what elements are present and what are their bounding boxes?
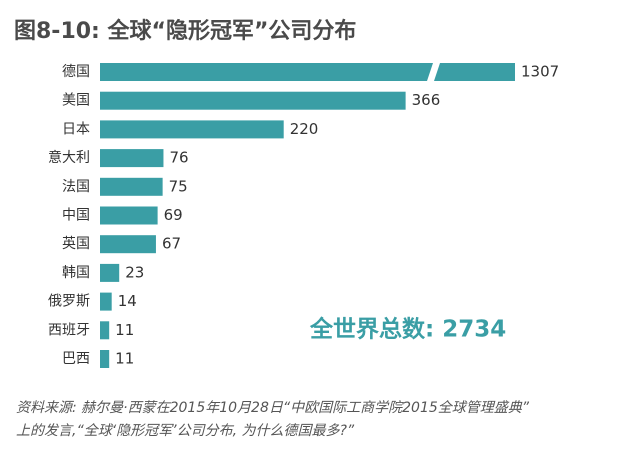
value-label: 67: [162, 235, 181, 253]
category-label: 德国: [62, 64, 90, 80]
bar: [100, 91, 406, 110]
category-label: 意大利: [48, 149, 90, 166]
value-label: 23: [125, 263, 144, 281]
category-label: 中国: [62, 208, 90, 224]
bar: [100, 321, 110, 340]
category-label: 美国: [62, 93, 90, 109]
source-line: 上的发言,“全球‘隐形冠军’公司分布, 为什么德国最多?”: [16, 423, 355, 439]
category-label: 韩国: [62, 265, 90, 281]
bar: [100, 149, 164, 168]
chart-title: 图8-10: 全球“隐形冠军”公司分布: [14, 18, 356, 44]
broken-bar: [100, 63, 515, 81]
value-label: 220: [290, 120, 319, 138]
bar: [100, 235, 156, 254]
value-label: 14: [118, 292, 137, 310]
source-line: 资料来源: 赫尔曼·西蒙在2015年10月28日“中欧国际工商学院2015全球管…: [16, 400, 530, 416]
value-label: 11: [115, 321, 134, 339]
value-label: 69: [164, 206, 183, 224]
category-label: 日本: [62, 121, 90, 137]
value-label: 366: [412, 91, 441, 109]
bar: [100, 206, 158, 225]
bar: [100, 120, 284, 139]
value-label: 1307: [521, 63, 559, 81]
bar: [100, 292, 112, 311]
category-label: 英国: [62, 235, 90, 252]
value-label: 76: [169, 149, 188, 167]
bar: [100, 263, 120, 282]
category-label: 巴西: [62, 351, 90, 367]
total-annotation: 全世界总数: 2734: [309, 316, 506, 343]
bar: [100, 350, 110, 368]
category-label: 法国: [62, 179, 90, 195]
category-label: 西班牙: [48, 322, 90, 338]
bar: [100, 177, 163, 196]
value-label: 75: [169, 177, 188, 195]
value-label: 11: [115, 350, 134, 368]
category-label: 俄罗斯: [48, 294, 90, 310]
